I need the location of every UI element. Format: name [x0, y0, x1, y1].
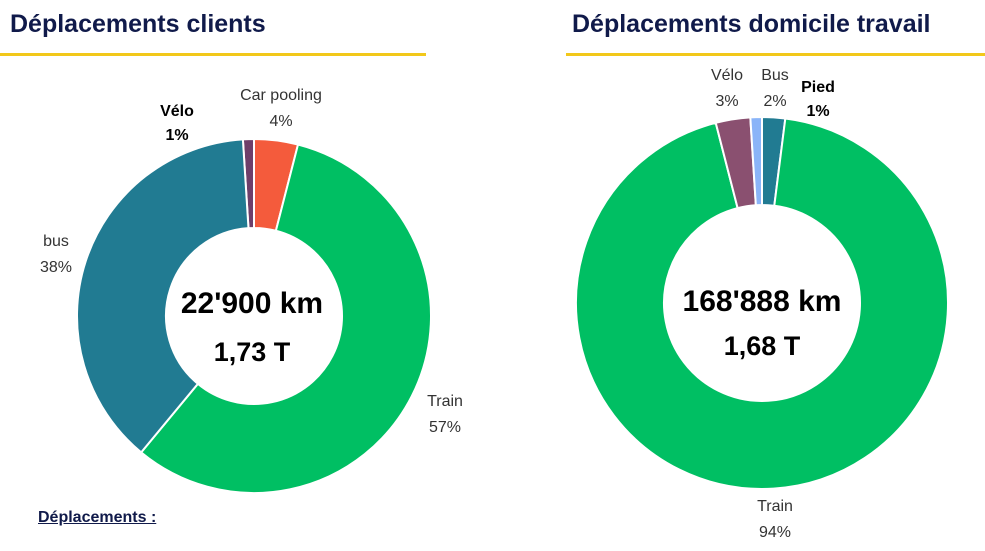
slice-label-bus-domicile: Bus 2% — [752, 63, 798, 115]
slice-name: Train — [427, 393, 463, 410]
donut-slice-bus — [76, 138, 250, 454]
slice-label-car-pooling: Car pooling 4% — [226, 83, 336, 135]
slice-name: Bus — [761, 67, 789, 84]
donut-slice-train — [575, 117, 949, 490]
slice-percent: 2% — [763, 93, 787, 110]
donut-slice-pied — [749, 115, 763, 207]
slice-name: Car pooling — [240, 87, 322, 104]
chart-title-clients: Déplacements clients — [10, 10, 266, 38]
slice-label-pied-domicile: Pied 1% — [796, 76, 840, 124]
donut-hole — [167, 229, 341, 403]
center-co2-clients: 1,73 T — [213, 337, 291, 367]
chart-title-domicile-travail: Déplacements domicile travail — [572, 10, 931, 38]
center-distance-clients: 22'900 km — [180, 287, 324, 320]
donut-clients — [76, 137, 432, 494]
footer-deplacements-label: Déplacements : — [38, 509, 157, 526]
title-underline-left — [0, 53, 426, 56]
slice-percent: 1% — [806, 103, 830, 120]
title-underline-right — [566, 53, 985, 56]
slice-name: Vélo — [710, 67, 744, 84]
slice-name: Train — [757, 498, 793, 515]
slice-label-velo-domicile: Vélo 3% — [700, 63, 754, 115]
slice-percent: 3% — [715, 93, 739, 110]
slice-label-velo-clients: Vélo 1% — [148, 100, 206, 148]
slice-percent: 38% — [39, 259, 73, 276]
donut-slice-train — [139, 143, 432, 494]
center-co2-domicile: 1,68 T — [723, 331, 801, 361]
slice-label-train-clients: Train 57% — [413, 389, 477, 441]
slice-label-bus-clients: bus 38% — [28, 229, 84, 281]
slice-percent: 1% — [165, 127, 189, 144]
center-distance-domicile: 168'888 km — [682, 285, 842, 318]
slice-name: Vélo — [160, 103, 194, 120]
slice-label-train-domicile: Train 94% — [740, 494, 810, 546]
slice-percent: 4% — [269, 113, 293, 130]
slice-name: bus — [43, 233, 69, 250]
slice-name: Pied — [801, 79, 835, 96]
donut-domicile-travail — [575, 115, 949, 490]
slice-percent: 94% — [758, 524, 792, 541]
donut-hole — [665, 206, 859, 400]
slice-percent: 57% — [428, 419, 462, 436]
